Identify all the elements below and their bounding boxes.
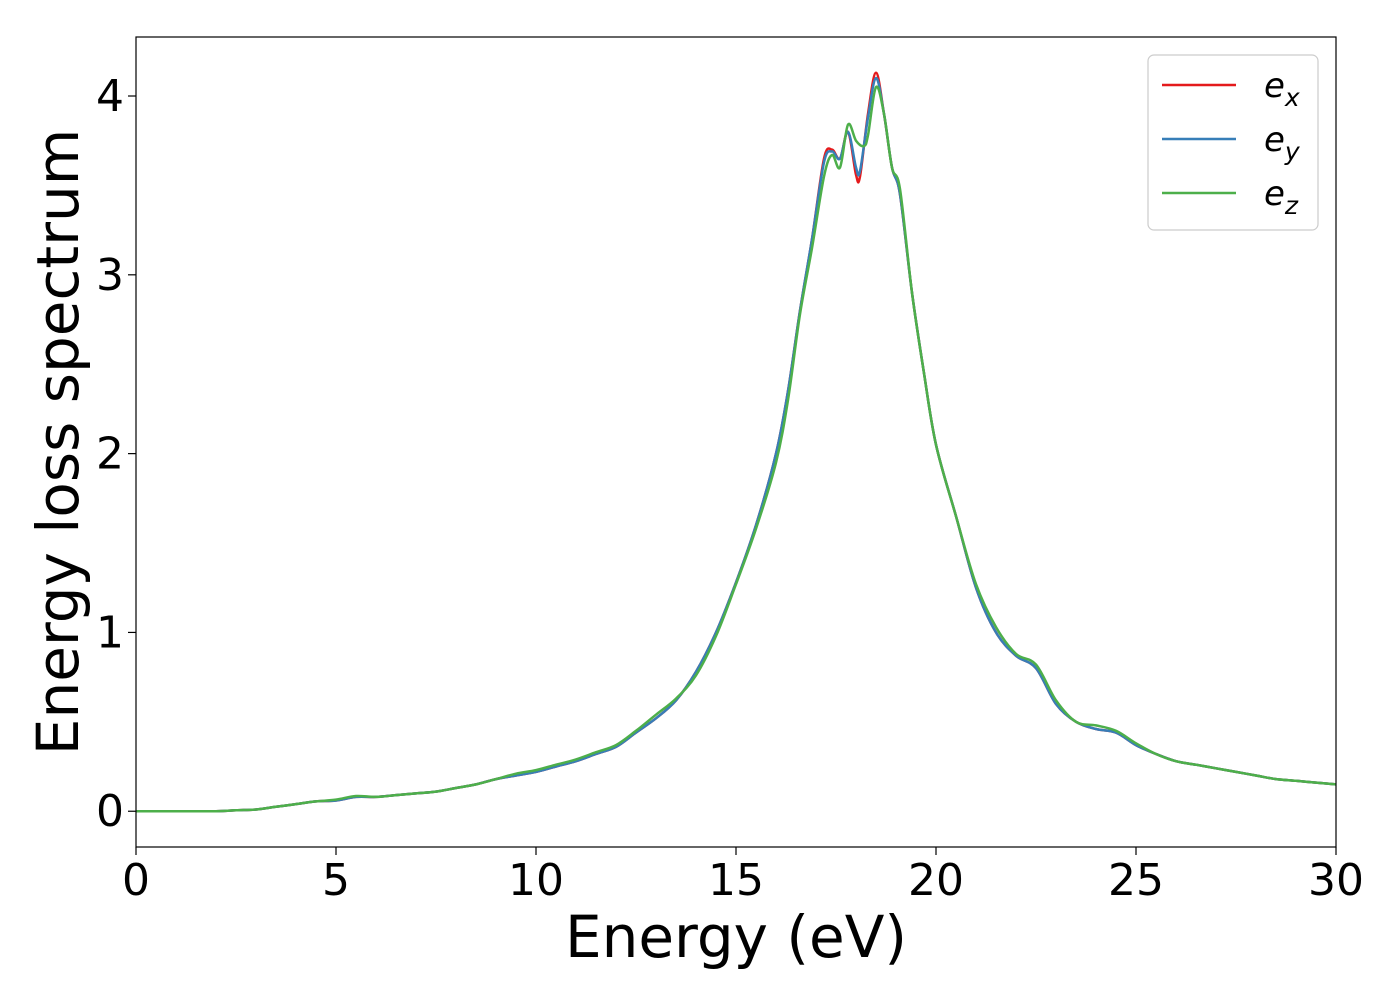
x-tick-label: 0 bbox=[122, 855, 150, 906]
plot-background bbox=[136, 37, 1336, 847]
x-tick-label: 10 bbox=[508, 855, 564, 906]
y-tick-label: 4 bbox=[96, 71, 124, 122]
y-tick-label: 2 bbox=[96, 429, 124, 480]
legend-subscript: y bbox=[1284, 137, 1301, 166]
y-axis-label: Energy loss spectrum bbox=[24, 129, 92, 755]
x-axis-label: Energy (eV) bbox=[565, 903, 907, 971]
legend-subscript: x bbox=[1284, 83, 1300, 112]
y-tick-label: 3 bbox=[96, 250, 124, 301]
legend-subscript: z bbox=[1284, 191, 1299, 220]
y-tick-label: 0 bbox=[96, 786, 124, 837]
x-axis-ticks: 0 5 10 15 20 25 30 bbox=[122, 847, 1364, 906]
x-tick-label: 5 bbox=[322, 855, 350, 906]
series-layer bbox=[135, 71, 1337, 813]
y-tick-label: 1 bbox=[96, 607, 124, 658]
legend-box bbox=[1147, 54, 1319, 231]
x-tick-label: 25 bbox=[1108, 855, 1164, 906]
x-tick-label: 20 bbox=[908, 855, 964, 906]
x-tick-label: 15 bbox=[708, 855, 764, 906]
y-axis-ticks: 0 1 2 3 4 bbox=[96, 71, 136, 837]
x-tick-label: 30 bbox=[1308, 855, 1364, 906]
series-line-ez bbox=[135, 85, 1337, 813]
